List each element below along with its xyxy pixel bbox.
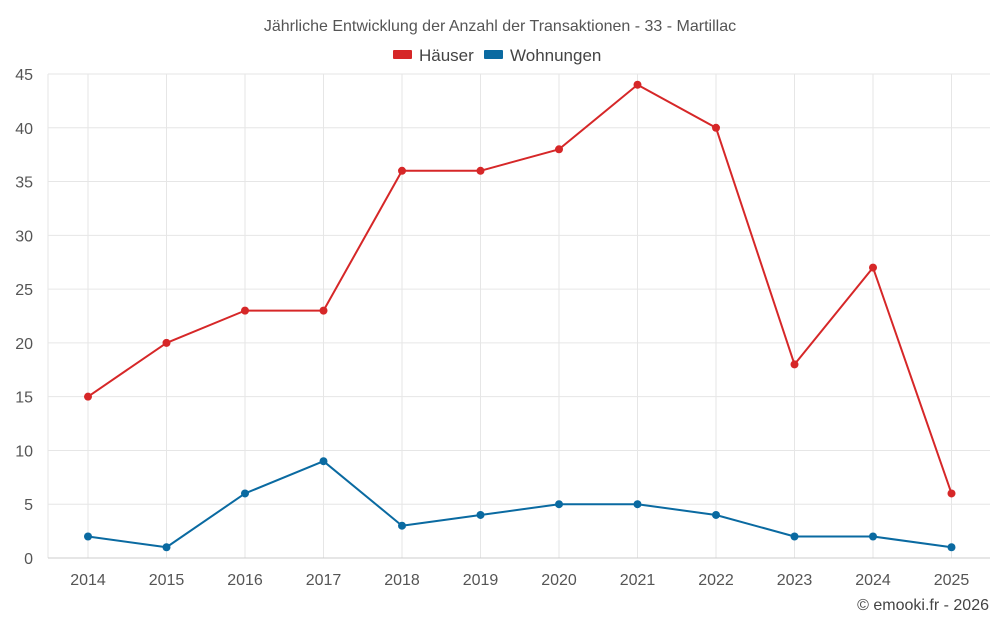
data-point-haeuser[interactable]	[790, 360, 799, 369]
y-gridlines	[48, 73, 990, 505]
y-tick-label: 40	[15, 121, 33, 138]
data-point-wohnungen[interactable]	[790, 532, 799, 541]
legend-swatch-wohnungen	[484, 50, 503, 59]
y-tick-label: 15	[15, 390, 33, 407]
data-point-wohnungen[interactable]	[162, 543, 171, 552]
x-gridlines	[47, 74, 952, 558]
data-point-wohnungen[interactable]	[869, 532, 877, 541]
chart-title: Jährliche Entwicklung der Anzahl der Tra…	[264, 18, 736, 35]
data-point-haeuser[interactable]	[947, 489, 956, 498]
x-tick-label: 2015	[149, 572, 185, 589]
y-tick-label: 45	[15, 67, 33, 84]
x-tick-label: 2019	[463, 572, 499, 589]
x-tick-label: 2025	[934, 572, 970, 589]
legend-item-haeuser[interactable]: Häuser	[393, 46, 474, 65]
x-tick-label: 2020	[541, 572, 577, 589]
data-point-haeuser[interactable]	[555, 145, 563, 154]
data-point-wohnungen[interactable]	[398, 521, 406, 530]
legend-label-wohnungen: Wohnungen	[510, 46, 601, 65]
x-tick-label: 2018	[384, 572, 420, 589]
series-wohnungen	[84, 457, 956, 552]
data-point-wohnungen[interactable]	[555, 500, 563, 509]
data-point-wohnungen[interactable]	[319, 457, 328, 466]
series-line-wohnungen	[87, 460, 952, 549]
data-point-haeuser[interactable]	[712, 123, 720, 132]
legend-swatch-haeuser	[393, 50, 412, 59]
data-point-haeuser[interactable]	[398, 166, 406, 175]
legend-item-wohnungen[interactable]: Wohnungen	[484, 46, 601, 65]
data-point-wohnungen[interactable]	[476, 510, 485, 519]
x-tick-label: 2023	[777, 572, 813, 589]
y-tick-label: 0	[24, 551, 33, 568]
data-point-haeuser[interactable]	[633, 80, 642, 89]
legend: Häuser Wohnungen	[393, 46, 601, 65]
y-tick-label: 30	[15, 228, 33, 245]
data-point-haeuser[interactable]	[319, 306, 328, 315]
y-tick-label: 25	[15, 282, 33, 299]
x-tick-label: 2016	[227, 572, 263, 589]
x-tick-label: 2021	[620, 572, 656, 589]
x-tick-label: 2024	[855, 572, 891, 589]
y-tick-label: 20	[15, 336, 33, 353]
data-point-wohnungen[interactable]	[712, 510, 720, 519]
data-point-wohnungen[interactable]	[947, 543, 956, 552]
credit-text: © emooki.fr - 2026	[857, 597, 989, 614]
data-point-haeuser[interactable]	[241, 306, 249, 315]
data-point-haeuser[interactable]	[869, 263, 877, 272]
y-tick-label: 5	[24, 497, 33, 514]
data-point-wohnungen[interactable]	[633, 500, 642, 509]
data-point-haeuser[interactable]	[476, 166, 485, 175]
data-point-wohnungen[interactable]	[241, 489, 249, 498]
data-point-haeuser[interactable]	[84, 392, 92, 401]
legend-label-haeuser: Häuser	[419, 46, 474, 65]
data-point-wohnungen[interactable]	[84, 532, 92, 541]
y-axis-ticks: 0 5 10 15 20 25 30 35 40 45	[15, 67, 33, 568]
series-haeuser	[84, 80, 956, 498]
x-tick-label: 2017	[306, 572, 342, 589]
series-line-haeuser	[87, 83, 953, 494]
x-tick-label: 2022	[698, 572, 734, 589]
y-tick-label: 35	[15, 175, 33, 192]
data-point-haeuser[interactable]	[162, 338, 171, 347]
x-tick-label: 2014	[70, 572, 106, 589]
series-layer	[84, 80, 956, 552]
y-tick-label: 10	[15, 443, 33, 460]
x-axis-ticks: 2014 2015 2016 2017 2018 2019 2020 2021 2022 2023…	[70, 572, 969, 589]
